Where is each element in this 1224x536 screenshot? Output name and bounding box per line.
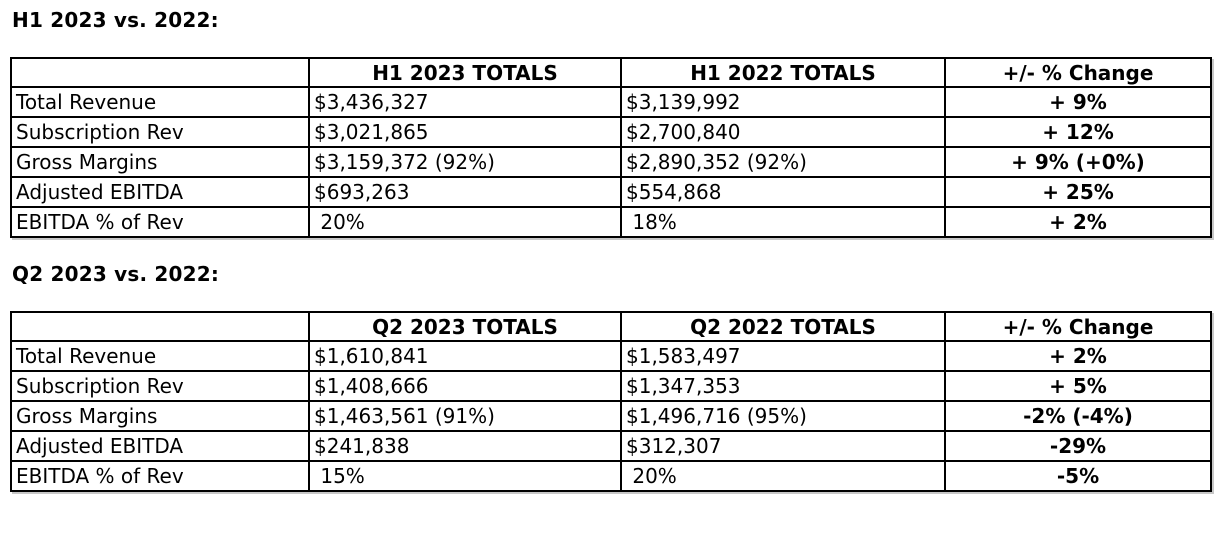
table-row: Total Revenue $1,610,841 $1,583,497 + 2% bbox=[10, 340, 1212, 372]
percent-change-cell: + 12% bbox=[944, 116, 1212, 148]
current-period-value-cell: $3,021,865 bbox=[308, 116, 622, 148]
table-header-row: H1 2023 TOTALS H1 2022 TOTALS +/- % Chan… bbox=[10, 57, 1212, 88]
current-period-value-cell: $3,436,327 bbox=[308, 86, 622, 118]
metric-label-cell: Gross Margins bbox=[10, 146, 310, 178]
metric-label-cell: Subscription Rev bbox=[10, 116, 310, 148]
metric-label-cell: Gross Margins bbox=[10, 400, 310, 432]
table-row: Total Revenue $3,436,327 $3,139,992 + 9% bbox=[10, 86, 1212, 118]
prior-period-value-cell: 20% bbox=[620, 460, 946, 492]
current-period-value-cell: $1,408,666 bbox=[308, 370, 622, 402]
q2-comparison-table: Q2 2023 TOTALS Q2 2022 TOTALS +/- % Chan… bbox=[10, 311, 1212, 492]
prior-period-value-cell: $1,496,716 (95%) bbox=[620, 400, 946, 432]
table-row: EBITDA % of Rev 15% 20% -5% bbox=[10, 460, 1212, 492]
metric-label-cell: Total Revenue bbox=[10, 86, 310, 118]
percent-change-cell: -5% bbox=[944, 460, 1212, 492]
percent-change-cell: + 5% bbox=[944, 370, 1212, 402]
section-title-q2: Q2 2023 vs. 2022: bbox=[12, 262, 220, 286]
current-period-value-cell: 20% bbox=[308, 206, 622, 238]
section-title-h1: H1 2023 vs. 2022: bbox=[12, 8, 219, 32]
table-row: Gross Margins $3,159,372 (92%) $2,890,35… bbox=[10, 146, 1212, 178]
percent-change-cell: + 2% bbox=[944, 340, 1212, 372]
percent-change-cell: -2% (-4%) bbox=[944, 400, 1212, 432]
prior-period-value-cell: 18% bbox=[620, 206, 946, 238]
prior-period-value-cell: $554,868 bbox=[620, 176, 946, 208]
current-period-header: Q2 2023 TOTALS bbox=[308, 311, 622, 342]
metric-label-cell: Adjusted EBITDA bbox=[10, 176, 310, 208]
empty-header-cell bbox=[10, 57, 310, 88]
section-h1-comparison: H1 2023 vs. 2022: H1 2023 TOTALS H1 2022… bbox=[10, 8, 1212, 238]
current-period-value-cell: 15% bbox=[308, 460, 622, 492]
prior-period-value-cell: $1,347,353 bbox=[620, 370, 946, 402]
percent-change-header: +/- % Change bbox=[944, 57, 1212, 88]
current-period-header: H1 2023 TOTALS bbox=[308, 57, 622, 88]
metric-label-cell: EBITDA % of Rev bbox=[10, 460, 310, 492]
prior-period-value-cell: $2,890,352 (92%) bbox=[620, 146, 946, 178]
h1-comparison-table: H1 2023 TOTALS H1 2022 TOTALS +/- % Chan… bbox=[10, 57, 1212, 238]
metric-label-cell: Total Revenue bbox=[10, 340, 310, 372]
metric-label-cell: EBITDA % of Rev bbox=[10, 206, 310, 238]
prior-period-value-cell: $2,700,840 bbox=[620, 116, 946, 148]
current-period-value-cell: $1,463,561 (91%) bbox=[308, 400, 622, 432]
metric-label-cell: Adjusted EBITDA bbox=[10, 430, 310, 462]
percent-change-header: +/- % Change bbox=[944, 311, 1212, 342]
prior-period-header: H1 2022 TOTALS bbox=[620, 57, 946, 88]
percent-change-cell: + 9% bbox=[944, 86, 1212, 118]
metric-label-cell: Subscription Rev bbox=[10, 370, 310, 402]
table-row: Subscription Rev $3,021,865 $2,700,840 +… bbox=[10, 116, 1212, 148]
table-row: Subscription Rev $1,408,666 $1,347,353 +… bbox=[10, 370, 1212, 402]
percent-change-cell: -29% bbox=[944, 430, 1212, 462]
prior-period-value-cell: $312,307 bbox=[620, 430, 946, 462]
current-period-value-cell: $1,610,841 bbox=[308, 340, 622, 372]
table-row: EBITDA % of Rev 20% 18% + 2% bbox=[10, 206, 1212, 238]
financial-comparison-report: H1 2023 vs. 2022: H1 2023 TOTALS H1 2022… bbox=[10, 8, 1212, 492]
prior-period-header: Q2 2022 TOTALS bbox=[620, 311, 946, 342]
table-row: Adjusted EBITDA $241,838 $312,307 -29% bbox=[10, 430, 1212, 462]
empty-header-cell bbox=[10, 311, 310, 342]
percent-change-cell: + 2% bbox=[944, 206, 1212, 238]
section-q2-comparison: Q2 2023 vs. 2022: Q2 2023 TOTALS Q2 2022… bbox=[10, 262, 1212, 492]
table-row: Adjusted EBITDA $693,263 $554,868 + 25% bbox=[10, 176, 1212, 208]
prior-period-value-cell: $1,583,497 bbox=[620, 340, 946, 372]
current-period-value-cell: $3,159,372 (92%) bbox=[308, 146, 622, 178]
prior-period-value-cell: $3,139,992 bbox=[620, 86, 946, 118]
table-row: Gross Margins $1,463,561 (91%) $1,496,71… bbox=[10, 400, 1212, 432]
table-header-row: Q2 2023 TOTALS Q2 2022 TOTALS +/- % Chan… bbox=[10, 311, 1212, 342]
percent-change-cell: + 25% bbox=[944, 176, 1212, 208]
current-period-value-cell: $693,263 bbox=[308, 176, 622, 208]
current-period-value-cell: $241,838 bbox=[308, 430, 622, 462]
percent-change-cell: + 9% (+0%) bbox=[944, 146, 1212, 178]
